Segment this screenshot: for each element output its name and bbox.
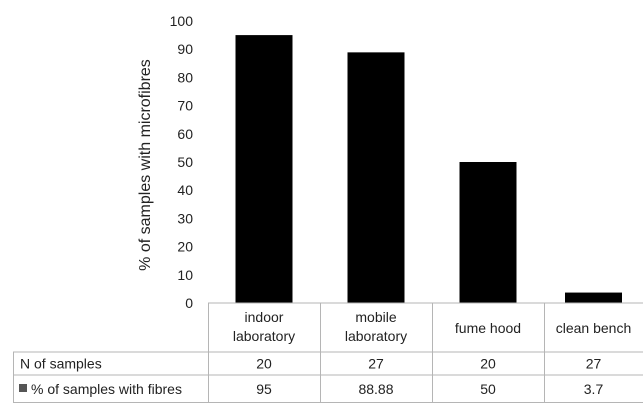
category-label: laboratory (233, 328, 295, 344)
y-tick-labels: 0 10 20 30 40 50 60 70 80 90 100 (170, 13, 194, 311)
table-cell: 20 (256, 356, 272, 372)
bar (235, 35, 293, 303)
bar (459, 162, 517, 303)
category-label: laboratory (345, 328, 407, 344)
y-tick-label: 100 (170, 13, 194, 29)
legend-key (19, 384, 27, 392)
bars (235, 35, 622, 303)
bar (347, 52, 405, 303)
table-cell: 88.88 (358, 381, 393, 397)
table-cell: 20 (480, 356, 496, 372)
table-row-label: N of samples (20, 356, 102, 372)
table-cell: 3.7 (584, 381, 604, 397)
y-tick-label: 30 (177, 210, 193, 226)
category-label: clean bench (556, 320, 632, 336)
category-labels: indoor laboratory mobile laboratory fume hoo… (233, 309, 631, 344)
table-cell: 50 (480, 381, 496, 397)
y-tick-label: 60 (177, 126, 193, 142)
table-cell: 27 (586, 356, 602, 372)
bar (565, 292, 622, 303)
table-cell: 95 (256, 381, 272, 397)
y-axis-label: % of samples with microfibres (137, 59, 154, 271)
y-tick-label: 10 (177, 267, 193, 283)
table-cell: 27 (368, 356, 384, 372)
table-row-label: % of samples with fibres (31, 381, 182, 397)
y-tick-label: 90 (177, 41, 193, 57)
data-table: N of samples 20 27 20 27 % of samples with fi… (19, 356, 604, 397)
y-tick-label: 40 (177, 182, 193, 198)
category-label: indoor (245, 309, 284, 325)
category-label: fume hood (455, 320, 521, 336)
y-tick-label: 0 (185, 295, 193, 311)
category-label: mobile (355, 309, 396, 325)
y-tick-label: 50 (177, 154, 193, 170)
y-tick-label: 20 (177, 239, 193, 255)
y-tick-label: 70 (177, 98, 193, 114)
y-tick-label: 80 (177, 69, 193, 85)
